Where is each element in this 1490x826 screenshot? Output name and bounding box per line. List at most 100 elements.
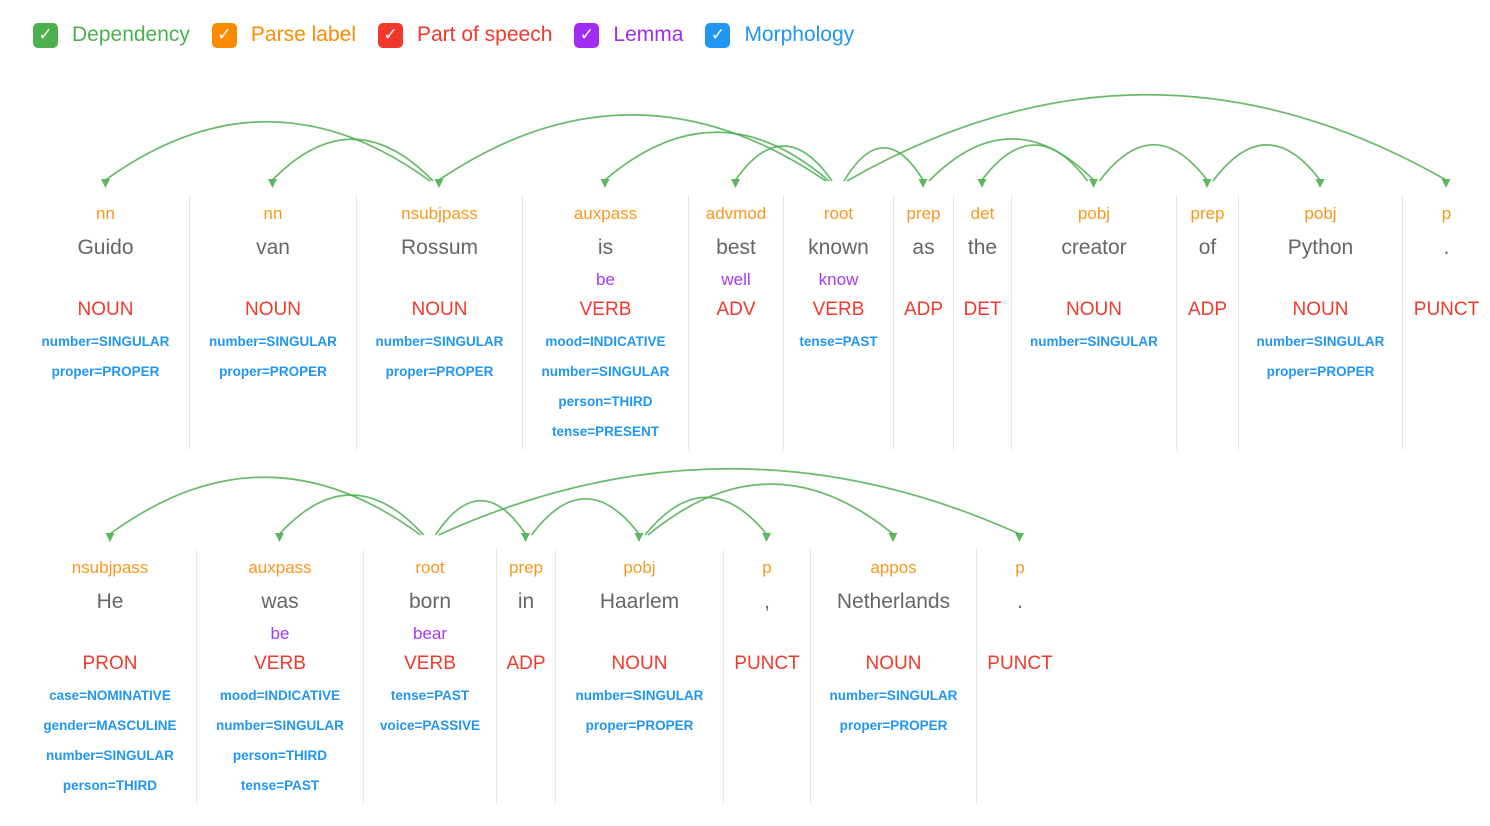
token-word: He — [96, 590, 124, 613]
token-column[interactable]: auxpass is be VERB mood=INDICATIVE number=SIN… — [522, 195, 688, 450]
token-column[interactable]: pobj Python NOUN number=SINGULAR proper=PROP… — [1238, 195, 1402, 450]
arc-arrowhead-icon — [731, 179, 740, 188]
token-word: creator — [1061, 236, 1127, 259]
dependency-arc — [604, 131, 830, 182]
token-word: in — [517, 590, 535, 613]
toolbar-option-label: Dependency — [72, 23, 190, 46]
morphology-feature: number=SINGULAR — [541, 364, 670, 379]
pos-tag: PUNCT — [734, 653, 800, 674]
parse-label: pobj — [1077, 204, 1111, 223]
parse-label: nn — [263, 204, 283, 223]
arc-arrowhead-icon — [762, 533, 771, 542]
toolbar-option-morphology[interactable]: ✓ Morphology — [705, 22, 854, 48]
pos-tag: ADP — [1187, 299, 1228, 320]
morphology-feature: mood=INDICATIVE — [219, 688, 341, 703]
dependency-arcs-layer — [105, 467, 1024, 542]
token-word: of — [1198, 236, 1217, 259]
toolbar-option-lemma[interactable]: ✓ Lemma — [574, 22, 684, 48]
token-word: is — [597, 236, 614, 259]
arc-arrowhead-icon — [275, 533, 284, 542]
pos-tag: VERB — [812, 299, 865, 320]
token-column[interactable]: auxpass was be VERB mood=INDICATIVE number=SI… — [196, 549, 363, 804]
token-word: , — [764, 590, 770, 613]
arc-arrowhead-icon — [1202, 179, 1212, 188]
check-icon: ✓ — [217, 24, 232, 44]
token-column[interactable]: nn Guido NOUN number=SINGULAR proper=PROPER — [22, 195, 189, 450]
dependency-arc — [530, 498, 640, 536]
toolbar-option-dependency[interactable]: ✓ Dependency — [33, 22, 190, 48]
morphology-checkbox[interactable]: ✓ — [705, 22, 731, 48]
token-column[interactable]: prep of ADP — [1176, 195, 1238, 450]
arc-arrowhead-icon — [434, 179, 444, 188]
pos-tag: NOUN — [1292, 299, 1349, 320]
pos-tag: PRON — [82, 653, 138, 674]
dependency-arc — [644, 496, 768, 536]
arc-arrowhead-icon — [600, 179, 610, 188]
morphology-feature: number=SINGULAR — [575, 688, 704, 703]
parse-label: prep — [1190, 204, 1225, 223]
parse-label: appos — [870, 558, 917, 577]
morphology-feature: tense=PAST — [799, 334, 878, 349]
token-lemma: be — [270, 624, 290, 643]
parse-label: auxpass — [573, 204, 638, 223]
morphology-feature: number=SINGULAR — [1256, 334, 1385, 349]
morphology-feature: proper=PROPER — [51, 364, 160, 379]
check-icon: ✓ — [383, 24, 398, 44]
token-column[interactable]: p. PUNCT — [1402, 195, 1490, 450]
parse-label: pobj — [1304, 204, 1337, 223]
morphology-feature: number=SINGULAR — [375, 334, 504, 349]
pos-tag: PUNCT — [987, 653, 1053, 674]
pos-tag: NOUN — [611, 653, 668, 674]
token-column[interactable]: nn van NOUN number=SINGULAR proper=PROPER — [189, 195, 356, 450]
dependency-arc — [928, 138, 1095, 182]
dependency-arc — [109, 476, 422, 536]
toolbar-option-label: Parse label — [250, 23, 356, 46]
token-column[interactable]: root born bear VERB tense=PAST voice=PASSIVE — [363, 549, 496, 804]
token-column[interactable]: det the DET — [953, 195, 1011, 450]
toolbar-option-label: Lemma — [613, 23, 684, 46]
morphology-feature: mood=INDICATIVE — [545, 334, 666, 349]
token-row: nsubjpass He PRON case=NOMINATIVE gender=MAS… — [0, 549, 1490, 804]
token-column[interactable]: p. PUNCT — [976, 549, 1063, 804]
token-column[interactable]: prep as ADP — [893, 195, 953, 450]
dependency-arc — [734, 145, 833, 182]
lemma-checkbox[interactable]: ✓ — [574, 22, 600, 48]
parse-label: nn — [96, 204, 115, 223]
morphology-feature: number=SINGULAR — [209, 334, 337, 349]
token-column[interactable]: pobj Haarlem NOUN number=SINGULAR proper=PRO… — [555, 549, 723, 804]
morphology-feature: person=THIRD — [558, 394, 653, 409]
token-word: known — [808, 236, 869, 259]
token-column[interactable]: nsubjpass Rossum NOUN number=SINGULAR proper… — [356, 195, 522, 450]
token-column[interactable]: pobj creator NOUN number=SINGULAR — [1011, 195, 1176, 450]
token-lemma: know — [818, 270, 859, 289]
token-column[interactable]: appos Netherlands NOUN number=SINGULAR prope… — [810, 549, 976, 804]
token-column[interactable]: p, PUNCT — [723, 549, 810, 804]
morphology-feature: number=SINGULAR — [46, 748, 174, 763]
token-column[interactable]: root known know VERB tense=PAST — [783, 195, 893, 450]
token-column[interactable]: nsubjpass He PRON case=NOMINATIVE gender=MAS… — [24, 549, 196, 804]
part-of-speech-checkbox[interactable]: ✓ — [377, 22, 403, 48]
toolbar-option-parse-label[interactable]: ✓ Parse label — [211, 22, 356, 48]
dependency-arc — [278, 494, 425, 536]
toolbar-option-part-of-speech[interactable]: ✓ Part of speech — [377, 22, 553, 48]
token-word: Netherlands — [836, 590, 951, 613]
arc-arrowhead-icon — [268, 179, 277, 188]
morphology-feature: proper=PROPER — [585, 718, 694, 733]
dependency-arcs-layer — [101, 93, 1451, 188]
token-column[interactable]: advmod best well ADV — [688, 195, 783, 450]
morphology-feature: proper=PROPER — [1266, 364, 1375, 379]
dependency-arc — [434, 499, 527, 536]
sentence-parse-1: nsubjpass He PRON case=NOMINATIVE gender=MAS… — [0, 457, 1490, 804]
token-word: best — [716, 236, 756, 259]
parse-label: pobj — [623, 558, 656, 577]
parse-label-checkbox[interactable]: ✓ — [211, 22, 237, 48]
toolbar-option-label: Part of speech — [416, 23, 553, 46]
morphology-feature: number=SINGULAR — [216, 718, 344, 733]
token-column[interactable]: prep in ADP — [496, 549, 555, 804]
morphology-feature: proper=PROPER — [219, 364, 327, 379]
token-word: van — [256, 236, 290, 259]
dependency-checkbox[interactable]: ✓ — [33, 22, 58, 48]
morphology-feature: number=SINGULAR — [829, 688, 958, 703]
token-word: born — [408, 590, 452, 613]
arc-arrowhead-icon — [888, 533, 898, 542]
